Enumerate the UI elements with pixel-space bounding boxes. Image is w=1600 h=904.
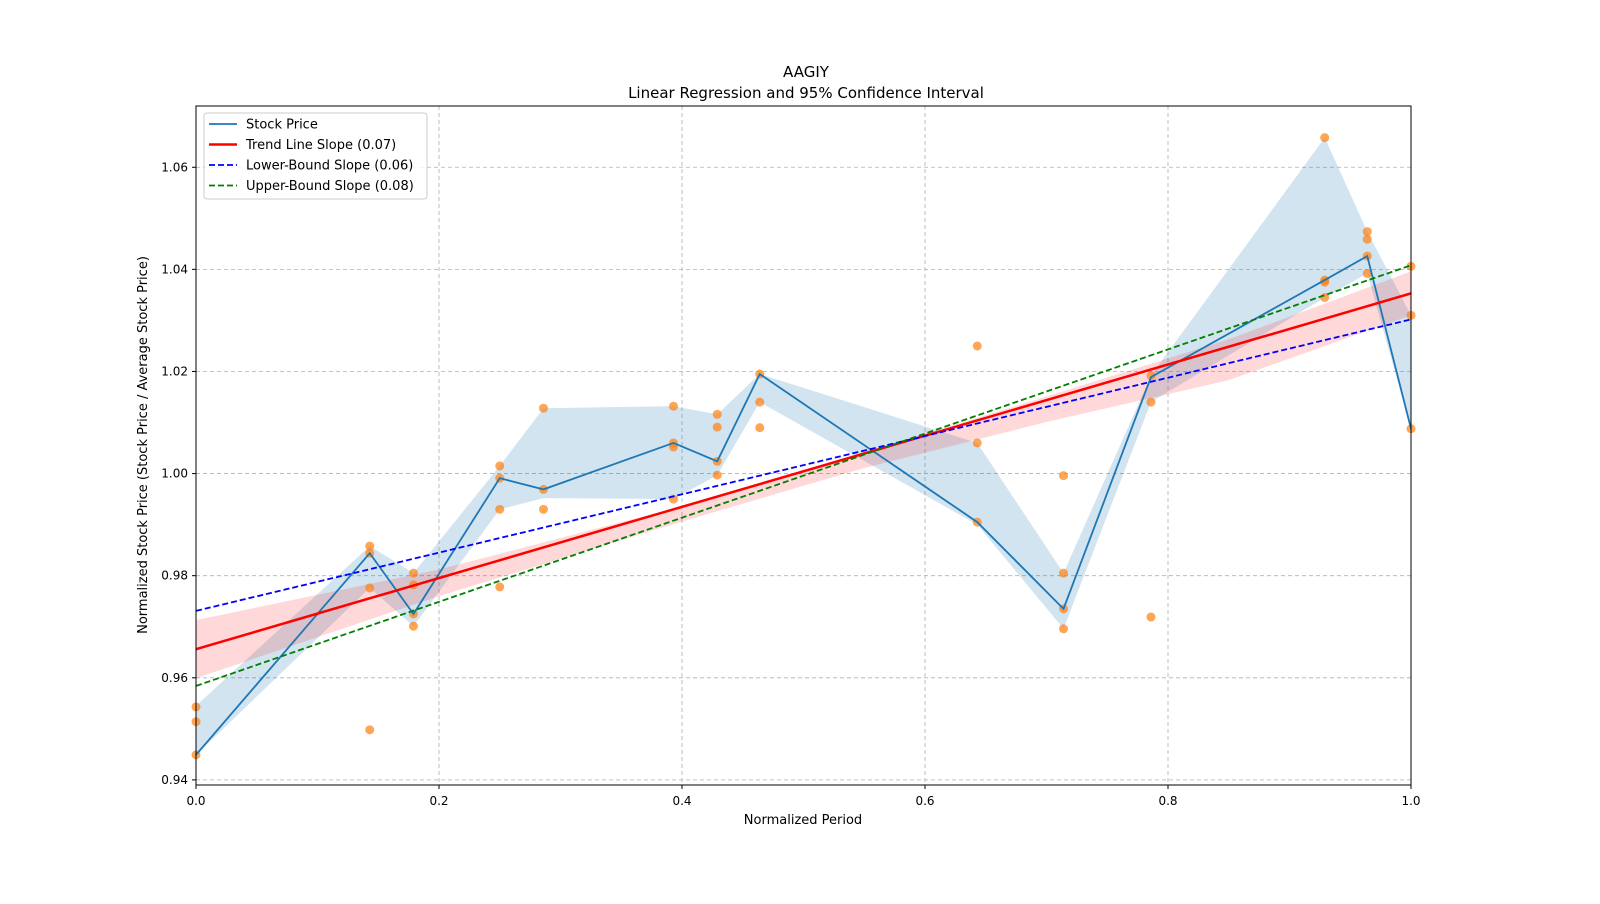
scatter-point (1059, 568, 1069, 578)
scatter-point (1059, 624, 1069, 634)
scatter-point (712, 470, 722, 480)
legend-label: Stock Price (246, 118, 318, 133)
y-tick-label: 1.06 (161, 160, 188, 174)
scatter-point (495, 461, 505, 471)
legend-label: Upper-Bound Slope (0.08) (246, 179, 414, 194)
stock-price-line (195, 254, 1412, 756)
axes-frame (195, 105, 1412, 786)
scatter-point (538, 403, 548, 413)
scatter-point (755, 397, 765, 407)
y-tick-label: 1.00 (161, 467, 188, 481)
scatter-point (365, 541, 375, 551)
scatter-point (668, 401, 678, 411)
x-tick-label: 0.6 (915, 794, 934, 808)
chart-title: AAGIY (783, 63, 830, 81)
x-tick-label: 0.2 (429, 794, 448, 808)
scatter-point (1146, 397, 1156, 407)
scatter-point (538, 504, 548, 514)
legend-box (203, 112, 428, 200)
x-tick-label: 0.8 (1158, 794, 1177, 808)
scatter-point (972, 438, 982, 448)
scatter-point (365, 583, 375, 593)
lower-bound-line (195, 318, 1412, 612)
legend-label: Trend Line Slope (0.07) (245, 138, 396, 153)
scatter-point (495, 582, 505, 592)
x-tick-label: 0.4 (672, 794, 691, 808)
y-tick-label: 0.98 (161, 569, 188, 583)
scatter-point (1362, 234, 1372, 244)
scatter-point (1059, 471, 1069, 481)
y-tick-label: 0.94 (161, 773, 188, 787)
x-tick-label: 0.0 (186, 794, 205, 808)
scatter-point (408, 568, 418, 578)
ticks: 0.0 0.2 0.4 0.6 0.8 1.0 0.94 0.96 0.98 1.00 1.02 1.… (161, 160, 1420, 808)
scatter-point (495, 504, 505, 514)
scatter-point (1320, 277, 1330, 287)
stock-price-band (196, 137, 1411, 755)
scatter-point (1146, 612, 1156, 622)
scatter-point (1362, 227, 1372, 237)
legend: Stock Price Trend Line Slope (0.07) Lower-… (203, 112, 428, 200)
upper-bound-line (195, 264, 1412, 687)
grid (196, 106, 1411, 785)
scatter-point (755, 423, 765, 433)
scatter-point (365, 725, 375, 735)
scatter-point (1320, 133, 1330, 143)
y-tick-label: 0.96 (161, 671, 188, 685)
scatter-point (1362, 268, 1372, 278)
x-axis-label: Normalized Period (744, 813, 862, 828)
scatter-point (712, 409, 722, 419)
scatter-point (1146, 371, 1156, 381)
chart-subtitle: Linear Regression and 95% Confidence Int… (628, 84, 984, 102)
scatter-point (408, 621, 418, 631)
y-tick-label: 1.02 (161, 364, 188, 378)
legend-label: Lower-Bound Slope (0.06) (246, 159, 413, 174)
x-tick-label: 1.0 (1401, 794, 1420, 808)
scatter-point (972, 341, 982, 351)
y-tick-label: 1.04 (161, 262, 188, 276)
y-axis-label: Normalized Stock Price (Stock Price / Av… (136, 256, 151, 634)
trend-line (195, 292, 1412, 651)
scatter-point (712, 422, 722, 432)
plot-area (191, 133, 1416, 760)
